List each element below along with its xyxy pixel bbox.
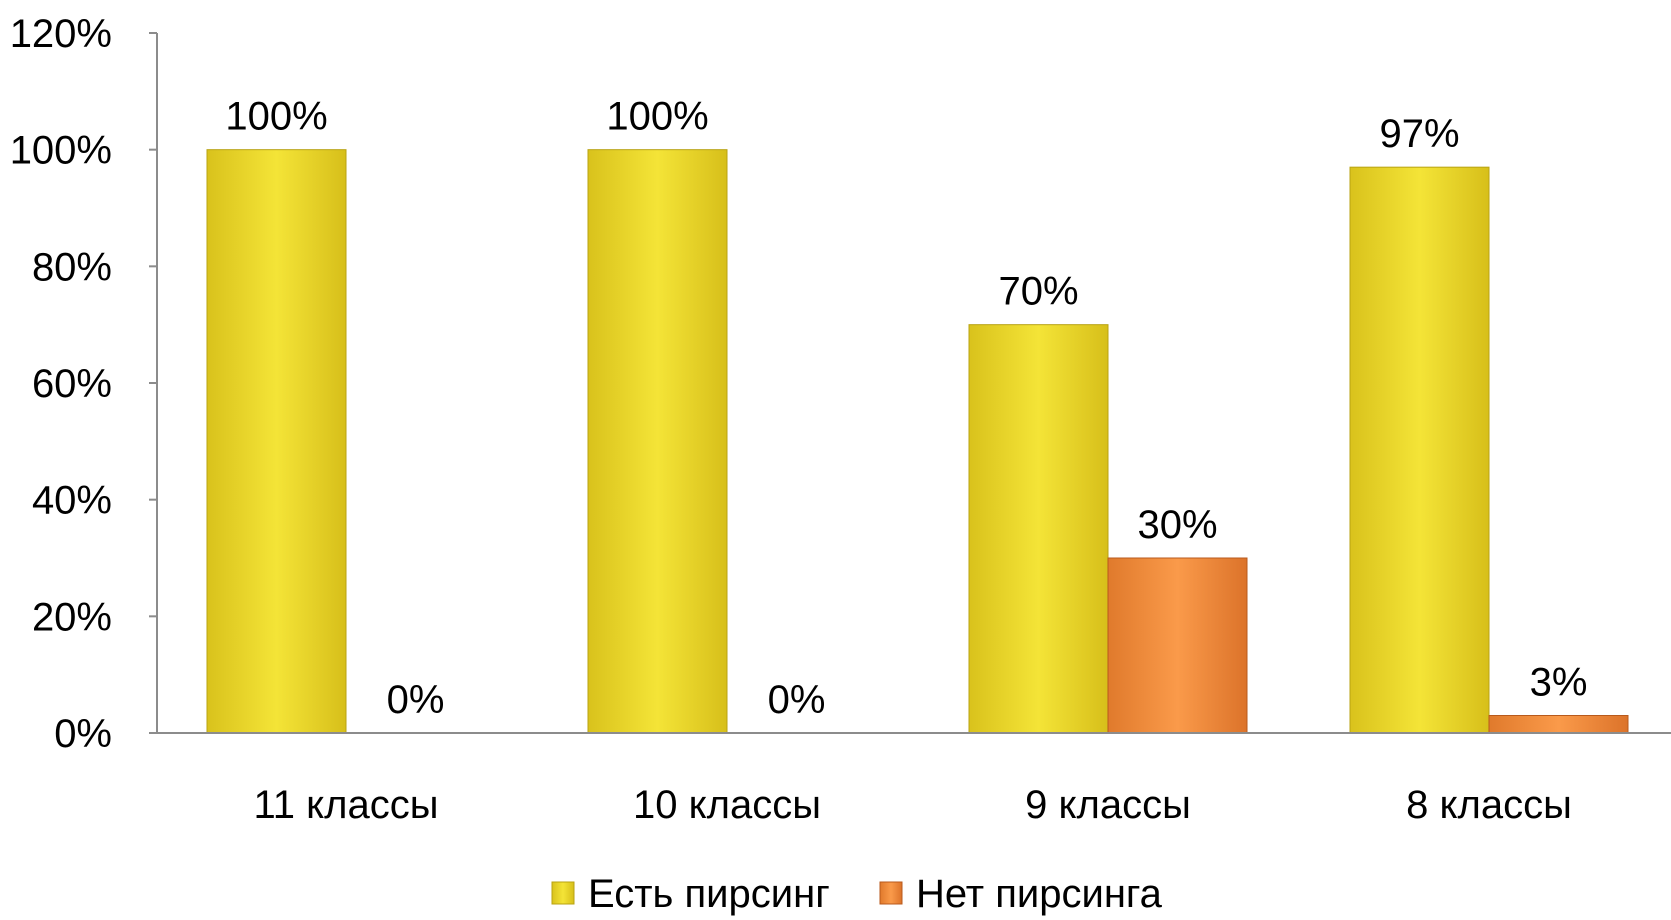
bar-series-2 xyxy=(1488,715,1629,734)
bar-series-1 xyxy=(968,324,1109,734)
bar-series-1 xyxy=(206,149,347,734)
data-label: 0% xyxy=(387,678,445,722)
legend-label: Есть пирсинг xyxy=(588,872,830,916)
y-tick-label: 120% xyxy=(10,12,112,56)
bar-series-1 xyxy=(1349,166,1490,734)
legend: Есть пирсинг Нет пирсинга xyxy=(551,872,1163,916)
y-tick-label: 60% xyxy=(32,362,112,406)
x-tick-label: 10 классы xyxy=(633,783,821,827)
y-tick-label: 80% xyxy=(32,245,112,289)
legend-label: Нет пирсинга xyxy=(916,872,1163,916)
x-axis: 11 классы 10 классы 9 классы 8 классы xyxy=(157,732,1671,827)
bars xyxy=(206,149,1629,734)
bar-series-1 xyxy=(587,149,728,734)
data-label: 0% xyxy=(768,678,826,722)
data-label: 97% xyxy=(1379,112,1459,156)
data-label: 100% xyxy=(606,95,708,139)
data-label: 3% xyxy=(1530,661,1588,705)
y-tick-label: 0% xyxy=(54,712,112,756)
y-tick-label: 20% xyxy=(32,595,112,639)
legend-item: Нет пирсинга xyxy=(879,872,1163,916)
x-tick-label: 9 классы xyxy=(1025,783,1191,827)
data-labels: 100% 0% 100% 0% 70% 30% 97% 3% xyxy=(225,95,1587,722)
y-tick-label: 100% xyxy=(10,129,112,173)
bar-series-2 xyxy=(1107,557,1248,734)
data-label: 30% xyxy=(1137,503,1217,547)
legend-item: Есть пирсинг xyxy=(551,872,830,916)
legend-swatch xyxy=(551,881,575,905)
data-label: 100% xyxy=(225,95,327,139)
x-tick-label: 11 классы xyxy=(254,783,439,827)
legend-swatch xyxy=(879,881,903,905)
y-tick-label: 40% xyxy=(32,479,112,523)
data-label: 70% xyxy=(998,270,1078,314)
x-tick-label: 8 классы xyxy=(1406,783,1572,827)
y-axis: 0% 20% 40% 60% 80% 100% 120% xyxy=(10,12,158,756)
